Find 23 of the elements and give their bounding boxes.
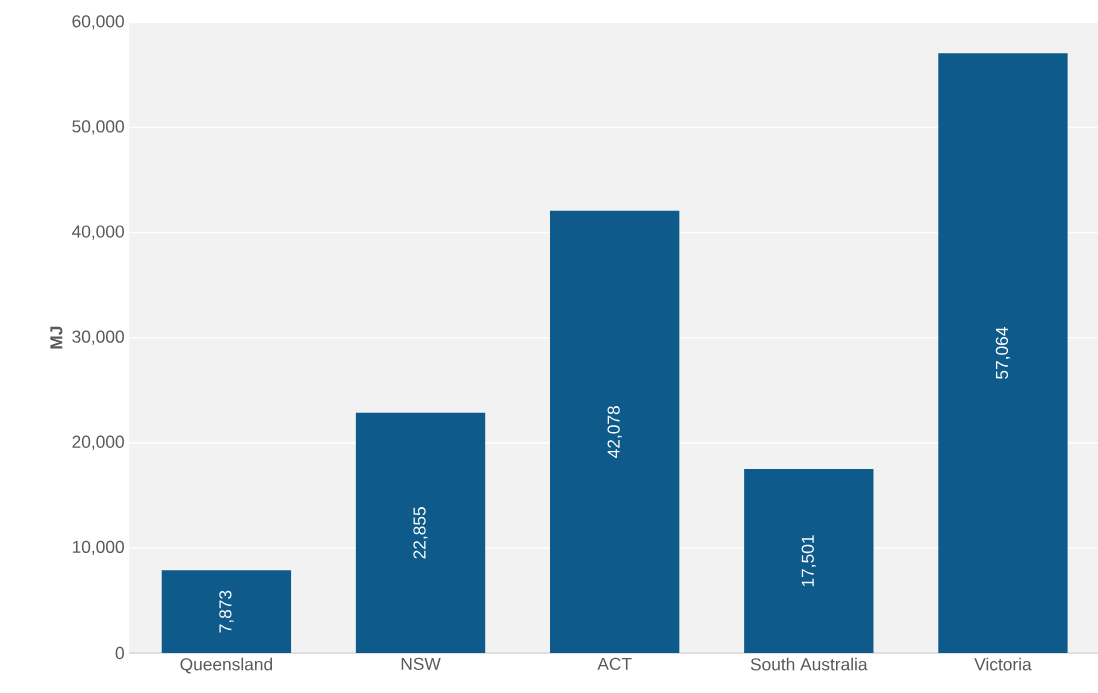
bar xyxy=(161,570,292,653)
bar xyxy=(355,412,486,653)
data-label: 17,501 xyxy=(801,535,816,587)
y-tick-label: 40,000 xyxy=(72,225,124,240)
x-tick-label: NSW xyxy=(401,657,441,670)
x-tick-label: South Australia xyxy=(750,657,868,671)
x-tick-label: Victoria xyxy=(974,657,1032,671)
data-label: 42,078 xyxy=(607,406,622,458)
y-tick-label: 30,000 xyxy=(72,330,124,345)
bar xyxy=(744,469,874,653)
x-tick-label: ACT xyxy=(597,657,632,670)
bar xyxy=(550,210,680,653)
y-axis-title: MJ xyxy=(50,326,63,349)
y-tick-label: 10,000 xyxy=(72,540,124,556)
bar xyxy=(938,53,1068,653)
y-tick-label: 60,000 xyxy=(72,15,124,30)
y-tick-label: 50,000 xyxy=(72,120,124,135)
x-tick-label: Queensland xyxy=(180,657,273,674)
y-tick-label: 20,000 xyxy=(72,435,124,450)
data-label: 22,855 xyxy=(413,507,428,559)
data-label: 7,873 xyxy=(219,590,234,633)
y-tick-label: 0 xyxy=(115,646,124,660)
data-label: 57,064 xyxy=(995,327,1011,379)
